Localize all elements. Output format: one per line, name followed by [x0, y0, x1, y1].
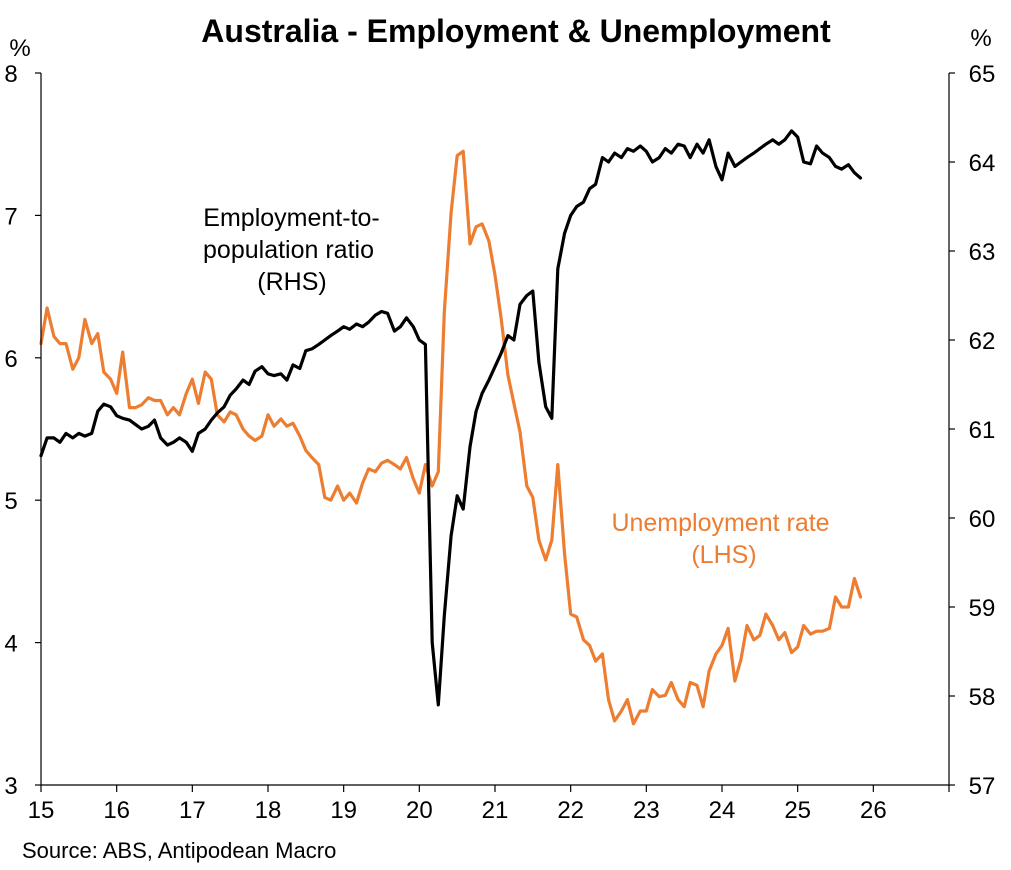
left-axis-unit: %: [9, 35, 30, 62]
source-note: Source: ABS, Antipodean Macro: [22, 838, 336, 863]
chart-title: Australia - Employment & Unemployment: [201, 13, 831, 49]
right-tick-label: 58: [969, 684, 996, 711]
right-tick-label: 65: [969, 61, 996, 88]
unemployment-rate-line: [39, 149, 863, 726]
right-tick-label: 62: [969, 328, 996, 355]
x-tick-label: 16: [103, 797, 130, 824]
left-axis: 3 4 5 6 7 8: [4, 61, 41, 800]
x-tick-label: 18: [255, 797, 282, 824]
x-axis: 15 16 17 18 19 20 21 22 23 24 25 26: [28, 785, 950, 824]
x-tick-label: 22: [557, 797, 584, 824]
x-tick-label: 19: [330, 797, 357, 824]
employment-ratio-label: Employment-to- population ratio (RHS): [203, 204, 387, 296]
x-tick-label: 24: [709, 797, 736, 824]
right-tick-label: 61: [969, 417, 996, 444]
x-tick-label: 26: [860, 797, 887, 824]
x-tick-label: 20: [406, 797, 433, 824]
right-axis: 57 58 59 60 61 62 63 64 65: [949, 61, 995, 800]
right-tick-label: 60: [969, 506, 996, 533]
left-tick-label: 7: [4, 203, 17, 230]
left-tick-label: 3: [4, 773, 17, 800]
x-tick-label: 21: [482, 797, 509, 824]
unemployment-rate-label: Unemployment rate (LHS): [611, 509, 836, 569]
x-tick-label: 17: [179, 797, 206, 824]
left-tick-label: 8: [4, 61, 17, 88]
right-tick-label: 57: [969, 773, 996, 800]
right-tick-label: 63: [969, 239, 996, 266]
right-tick-label: 59: [969, 595, 996, 622]
left-tick-label: 6: [4, 346, 17, 373]
left-tick-label: 4: [4, 631, 17, 658]
right-tick-label: 64: [969, 150, 996, 177]
x-tick-label: 23: [633, 797, 660, 824]
x-tick-label: 25: [784, 797, 811, 824]
left-tick-label: 5: [4, 488, 17, 515]
right-axis-unit: %: [970, 25, 991, 52]
x-tick-label: 15: [28, 797, 55, 824]
employment-ratio-line: [39, 129, 863, 707]
